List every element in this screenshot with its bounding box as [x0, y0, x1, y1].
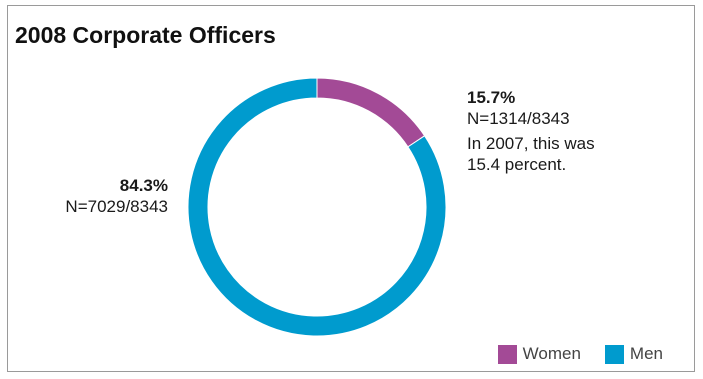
women-note-line1: In 2007, this was [467, 134, 595, 153]
men-percent-label: 84.3% [119, 176, 168, 195]
women-annotation: 15.7% N=1314/8343 In 2007, this was 15.4… [467, 87, 595, 175]
women-note-line2: 15.4 percent. [467, 155, 567, 174]
slice-women [316, 77, 426, 148]
legend-swatch-men [604, 344, 624, 364]
women-count-label: N=1314/8343 [467, 109, 570, 128]
legend-label-men: Men [629, 344, 663, 363]
chart-title: 2008 Corporate Officers [15, 22, 276, 48]
chart-legend: Women Men [474, 344, 663, 364]
men-count-label: N=7029/8343 [65, 197, 168, 216]
legend-item-men: Men [604, 344, 663, 364]
women-note: In 2007, this was 15.4 percent. [467, 133, 595, 175]
legend-label-women: Women [522, 344, 581, 363]
legend-swatch-women [497, 344, 517, 364]
legend-item-women: Women [497, 344, 581, 364]
women-percent-label: 15.7% [467, 88, 516, 107]
men-annotation: 84.3% N=7029/8343 [36, 175, 168, 217]
slice-men [187, 77, 447, 337]
